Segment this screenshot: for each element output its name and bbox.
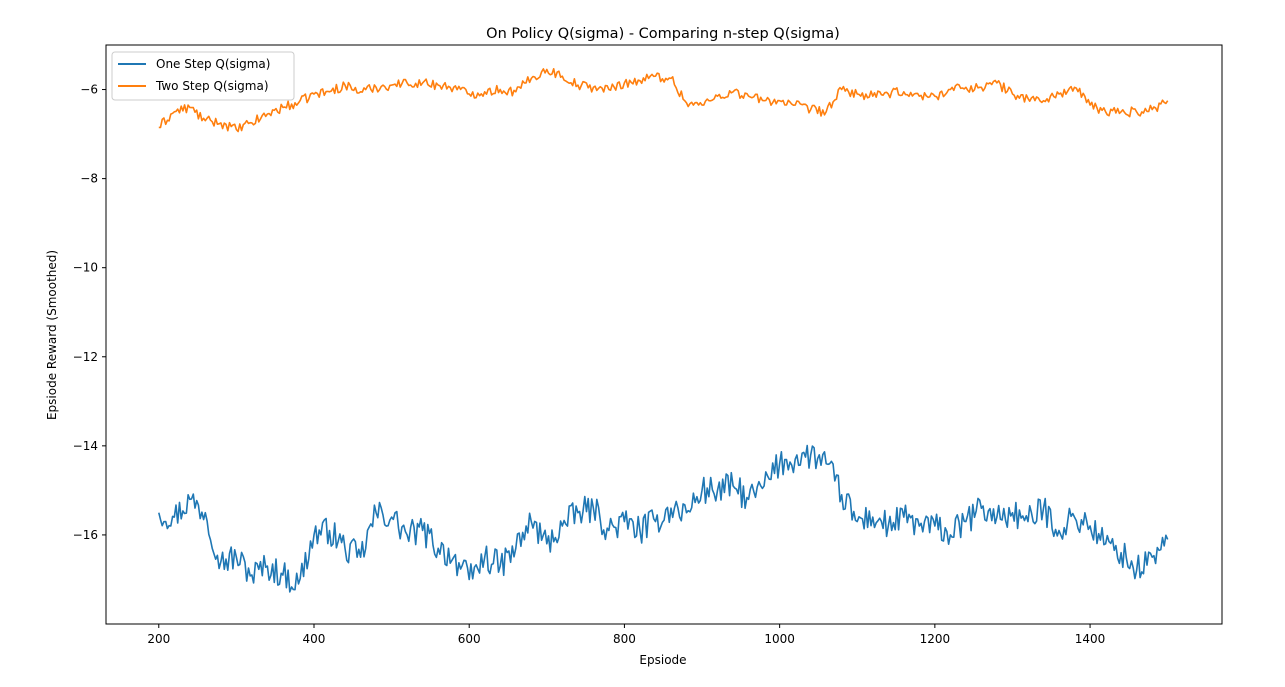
y-tick-label: −8 — [80, 172, 98, 186]
x-tick-label: 1000 — [764, 632, 795, 646]
x-axis: 200 400 600 800 1000 1200 1400 — [147, 624, 1105, 646]
x-tick-label: 200 — [147, 632, 170, 646]
y-tick-label: −16 — [73, 528, 98, 542]
legend-label-one-step: One Step Q(sigma) — [156, 57, 270, 71]
y-tick-label: −10 — [73, 261, 98, 275]
y-axis: −6 −8 −10 −12 −14 −16 — [73, 83, 106, 542]
plot-area — [105, 44, 1223, 625]
x-tick-label: 1200 — [920, 632, 951, 646]
series-line-one-step — [158, 444, 1169, 593]
series-layer — [158, 68, 1169, 593]
series-line-two-step — [158, 68, 1169, 133]
x-tick-label: 1400 — [1075, 632, 1106, 646]
x-tick-label: 800 — [613, 632, 636, 646]
chart-title: On Policy Q(sigma) - Comparing n-step Q(… — [486, 26, 840, 42]
y-tick-label: −14 — [73, 439, 98, 453]
y-tick-label: −6 — [80, 83, 98, 97]
y-axis-label: Epsiode Reward (Smoothed) — [45, 250, 59, 420]
x-tick-label: 400 — [303, 632, 326, 646]
legend-box — [111, 51, 295, 101]
y-tick-label: −12 — [73, 350, 98, 364]
x-tick-label: 600 — [458, 632, 481, 646]
x-axis-label: Epsiode — [639, 653, 686, 667]
legend: One Step Q(sigma) Two Step Q(sigma) — [111, 51, 295, 101]
legend-label-two-step: Two Step Q(sigma) — [155, 79, 269, 93]
